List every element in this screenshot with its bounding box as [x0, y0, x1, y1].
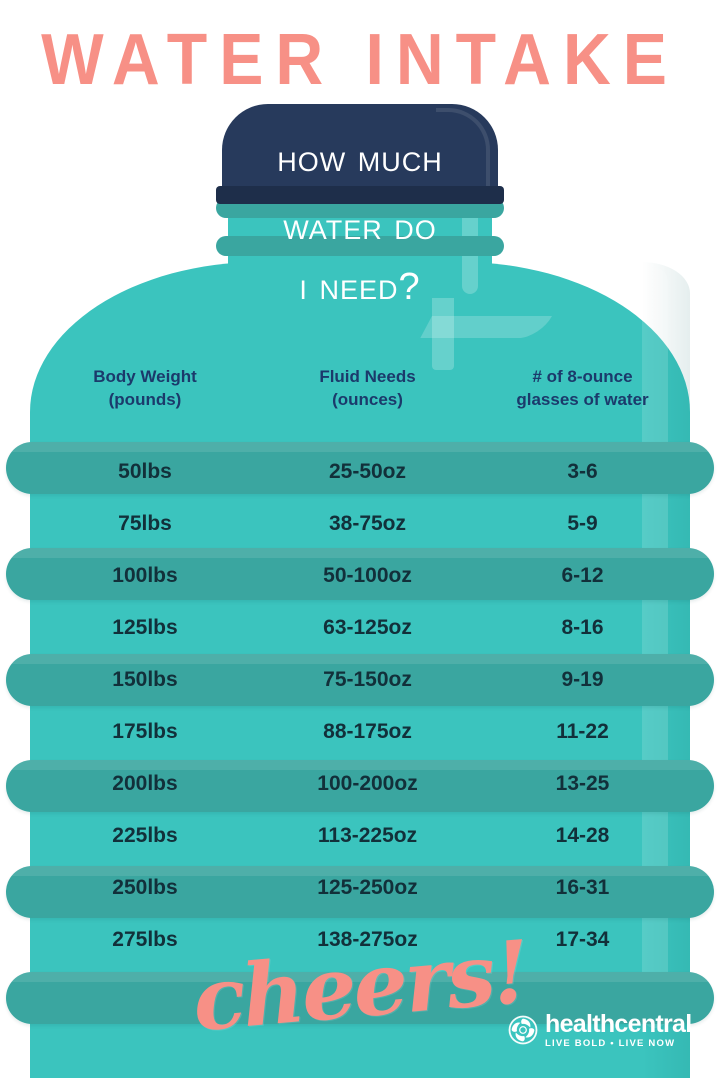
cell-fluid-needs: 125-250oz: [317, 876, 418, 900]
column-header-line-2: glasses of water: [516, 389, 649, 409]
table-header-row: Body Weight (pounds) Fluid Needs (ounces…: [0, 366, 720, 412]
logo-tagline: LIVE BOLD • LIVE NOW: [545, 1038, 676, 1049]
cell-body-weight: 200lbs: [112, 772, 178, 796]
cell-body-weight: 225lbs: [112, 824, 178, 848]
table-row: 275lbs 138-275oz 17-34: [0, 914, 720, 966]
cell-body-weight: 175lbs: [112, 720, 178, 744]
cell-glasses: 13-25: [555, 772, 610, 796]
cell-body-weight: 275lbs: [112, 928, 178, 952]
logo-wordmark: healthcentral: [545, 1010, 692, 1038]
cell-body-weight: 50lbs: [118, 460, 172, 484]
cell-fluid-needs: 38-75oz: [328, 512, 407, 536]
cell-fluid-needs: 50-100oz: [323, 564, 412, 588]
cell-body-weight: 250lbs: [112, 876, 178, 900]
column-header-line-2: (ounces): [332, 389, 403, 409]
cell-body-weight: 150lbs: [112, 668, 178, 692]
bottle-rib: [6, 866, 714, 918]
cell-glasses: 16-31: [555, 876, 610, 900]
cell-fluid-needs: 63-125oz: [323, 616, 412, 640]
logo-text-block: healthcentral LIVE BOLD • LIVE NOW: [545, 1012, 692, 1049]
column-header-line-1: Fluid Needs: [319, 367, 416, 386]
bottle-rib: [6, 442, 714, 494]
cell-fluid-needs: 113-225oz: [317, 824, 418, 848]
table-row: 225lbs 113-225oz 14-28: [0, 810, 720, 862]
cell-body-weight: 100lbs: [112, 564, 178, 588]
bottle-rib: [6, 548, 714, 600]
column-header-line-1: Body Weight: [93, 367, 197, 386]
question-line-1: HOW MUCH: [277, 138, 443, 180]
column-header-body-weight: Body Weight (pounds): [30, 366, 260, 412]
table-row: 50lbs 25-50oz 3-6: [0, 446, 720, 498]
cell-body-weight: 125lbs: [112, 616, 178, 640]
cell-glasses: 17-34: [555, 928, 610, 952]
bottle-neck-ring: [216, 236, 504, 256]
table-row: 200lbs 100-200oz 13-25: [0, 758, 720, 810]
cell-glasses: 3-6: [567, 460, 598, 484]
table-row: 250lbs 125-250oz 16-31: [0, 862, 720, 914]
page-title: WATER INTAKE: [41, 20, 679, 100]
question-line-3: I NEED?: [299, 266, 421, 308]
table-row: 150lbs 75-150oz 9-19: [0, 654, 720, 706]
column-header-line-2: (pounds): [108, 389, 182, 409]
cell-body-weight: 75lbs: [118, 512, 172, 536]
bottle-rib: [6, 760, 714, 812]
cell-fluid-needs: 25-50oz: [328, 460, 407, 484]
cell-glasses: 14-28: [555, 824, 610, 848]
question-line-2: WATER DO: [283, 206, 437, 248]
cell-fluid-needs: 138-275oz: [317, 928, 418, 952]
cell-glasses: 11-22: [556, 720, 609, 744]
aperture-swirl-icon: [508, 1015, 538, 1045]
water-intake-table: Body Weight (pounds) Fluid Needs (ounces…: [0, 366, 720, 966]
table-row: 125lbs 63-125oz 8-16: [0, 602, 720, 654]
cell-glasses: 9-19: [561, 668, 604, 692]
table-row: 75lbs 38-75oz 5-9: [0, 498, 720, 550]
cell-fluid-needs: 88-175oz: [323, 720, 412, 744]
cell-glasses: 5-9: [567, 512, 598, 536]
healthcentral-logo: healthcentral LIVE BOLD • LIVE NOW: [508, 1012, 692, 1049]
cell-glasses: 8-16: [561, 616, 604, 640]
table-row: 175lbs 88-175oz 11-22: [0, 706, 720, 758]
column-header-glasses: # of 8-ounce glasses of water: [475, 366, 690, 412]
cell-glasses: 6-12: [561, 564, 604, 588]
bottle-rib: [6, 972, 714, 1024]
bottle-cap-band: [216, 186, 504, 204]
table-row: 100lbs 50-100oz 6-12: [0, 550, 720, 602]
column-header-line-1: # of 8-ounce: [532, 367, 633, 386]
column-header-fluid-needs: Fluid Needs (ounces): [260, 366, 475, 412]
cell-fluid-needs: 100-200oz: [317, 772, 418, 796]
cell-fluid-needs: 75-150oz: [323, 668, 412, 692]
bottle-rib: [6, 654, 714, 706]
